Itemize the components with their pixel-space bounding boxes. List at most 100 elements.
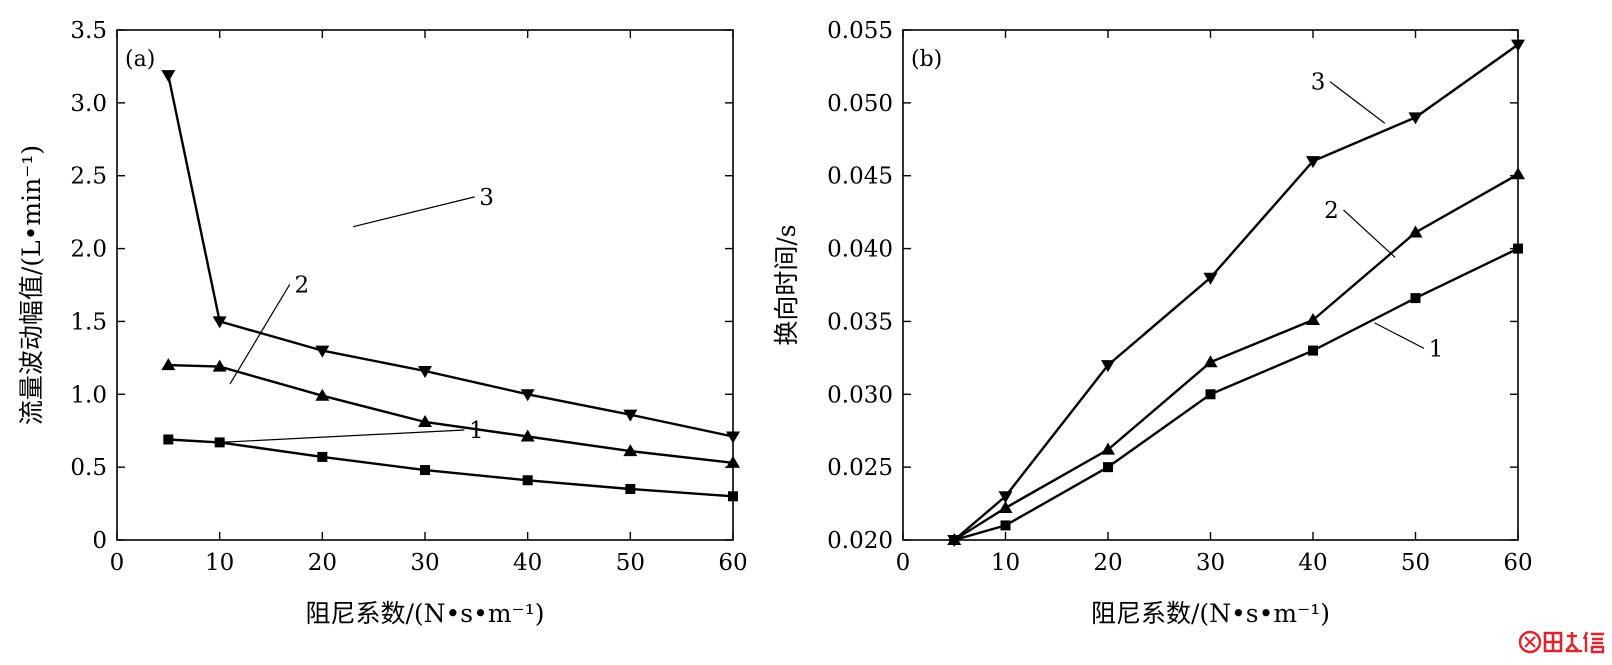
chart1-x-tick-label: 30: [410, 550, 439, 576]
chart2-series-3-point: [1101, 360, 1115, 373]
chart1-y-tick-label: 0.5: [70, 455, 107, 481]
chart1-y-tick-label: 3.0: [70, 91, 107, 117]
chart2-series-2-point: [1408, 225, 1423, 238]
chart2-series-3-point: [1306, 156, 1320, 169]
chart1-x-tick-label: 60: [718, 550, 747, 576]
chart1-series-3-point: [520, 389, 535, 402]
chart1-y-tick-label: 2.5: [70, 164, 107, 190]
chart2-series-1-point: [1513, 243, 1523, 254]
chart1-x-tick-label: 10: [205, 550, 234, 576]
chart1-y-tick-label: 0: [92, 528, 107, 554]
chart1-series-1-point: [728, 491, 738, 502]
chart2-x-tick-label: 0: [896, 550, 911, 576]
chart2-y-axis-title: 换向时间/s: [772, 224, 801, 345]
chart1-panel-label: (a): [125, 47, 155, 72]
chart1-y-tick-label: 3.5: [70, 18, 107, 44]
chart2-y-tick-label: 0.035: [827, 309, 893, 335]
chart2-y-tick-label: 0.050: [827, 91, 893, 117]
chart1-y-tick-label: 2.0: [70, 237, 107, 263]
chart1-series-1: 1: [163, 418, 738, 502]
chart2-series-3-line: [953, 43, 1519, 541]
chart1-series-3-point: [212, 316, 227, 329]
watermark-glyph-3: [1582, 631, 1605, 654]
chart2-series-1: 1: [949, 243, 1523, 545]
watermark-logo: [1518, 630, 1605, 654]
chart1-series-3-leader: [352, 196, 475, 228]
chart1-x-axis-title: 阻尼系数/(N•s•m⁻¹): [305, 599, 544, 628]
chart2-x-tick-label: 30: [1196, 550, 1225, 576]
chart1-y-tick-label: 1.5: [70, 309, 107, 335]
chart2-series-1-point: [1103, 462, 1113, 473]
chart2-series-3-point: [1511, 39, 1525, 52]
chart2-y-tick-label: 0.045: [827, 164, 893, 190]
chart2-series-3-label: 3: [1311, 70, 1326, 96]
chart2-x-tick-label: 50: [1401, 550, 1430, 576]
chart1-series-2-point: [520, 429, 535, 442]
chart2-series-3-point: [947, 535, 962, 547]
chart1-y-axis-title: 流量波动幅值/(L•min⁻¹): [17, 145, 46, 425]
chart2-plot-frame: [902, 29, 1519, 541]
chart1-x-tick-label: 20: [308, 550, 337, 576]
watermark-glyph-1: [1543, 631, 1563, 653]
chart2-x-tick-label: 40: [1298, 550, 1327, 576]
chart2-series-3-leader: [1329, 81, 1386, 124]
chart2-panel-label: (b): [911, 47, 942, 72]
watermark-seal-icon: [1518, 630, 1542, 654]
chart1-series-1-point: [420, 465, 430, 476]
chart2-series-1-point: [1205, 389, 1216, 400]
chart2-y-tick-label: 0.040: [827, 237, 893, 263]
chart2-series-1-label: 1: [1429, 336, 1444, 362]
chart1-series-3-label: 3: [479, 185, 494, 211]
chart1-series-2-point: [418, 414, 432, 427]
watermark-glyph-2: [1565, 632, 1582, 653]
chart1-series-1-point: [163, 434, 174, 445]
chart2-series-2-label: 2: [1324, 198, 1339, 224]
chart1-series-3-line: [167, 74, 734, 438]
chart1-series-1-point: [522, 475, 533, 486]
chart2-x-tick-label: 10: [991, 550, 1020, 576]
chart1-series-3-point: [726, 431, 740, 444]
chart1-x-tick-label: 40: [513, 550, 542, 576]
chart2-y-tick-label: 0.055: [827, 18, 893, 44]
chart2-x-tick-label: 20: [1093, 550, 1122, 576]
chart2-series-2-point: [1306, 312, 1320, 325]
chart2-series-1-point: [1308, 345, 1318, 356]
chart2-series-1-line: [953, 247, 1519, 542]
chart2-y-tick-label: 0.030: [827, 382, 893, 408]
chart1-series-1-line: [168, 438, 734, 498]
chart2-series-2-point: [1203, 355, 1218, 368]
chart1-series-3-point: [315, 345, 330, 358]
chart2-series-2: 2: [947, 167, 1525, 545]
panel-b: 0 10 20 30 40 50 60 0.020 0.025 0.030 0.035 0.040 0.…: [772, 18, 1533, 628]
chart2-series-1-point: [1410, 293, 1421, 304]
chart1-series-2-label: 2: [294, 272, 309, 298]
chart1-series-2-point: [623, 444, 638, 457]
chart2-series-2-point: [1101, 442, 1115, 455]
panel-a: 0 10 20 30 40 50 60 0 0.5 1.0 1.5 2.0 2.5 3.0 3.5 阻尼系数/…: [17, 18, 748, 628]
chart2-series-2-point: [998, 500, 1013, 513]
chart2-series-1-leader: [1374, 322, 1425, 349]
chart1-series-3: 3: [161, 70, 740, 444]
chart1-series-1-leader: [219, 429, 465, 443]
chart1-plot-frame: [116, 29, 734, 541]
chart1-series-3-point: [161, 70, 176, 83]
chart2-series-3-point: [998, 491, 1013, 504]
chart1-series-2-point: [315, 388, 330, 401]
chart1-series-1-label: 1: [469, 418, 484, 444]
chart1-series-2-point: [212, 359, 227, 372]
chart1-series-2-leader: [229, 283, 291, 385]
chart1-series-2-point: [161, 358, 176, 371]
chart1-series-2-point: [726, 455, 740, 468]
chart2-series-1-point: [1000, 520, 1011, 531]
chart1-series-1-point: [317, 451, 328, 462]
chart2-series-3-point: [1203, 272, 1218, 285]
chart2-x-tick-label: 60: [1503, 550, 1532, 576]
chart2-x-axis-title: 阻尼系数/(N•s•m⁻¹): [1091, 599, 1330, 628]
chart2-series-2-leader: [1343, 209, 1396, 258]
chart1-x-tick-label: 50: [616, 550, 645, 576]
chart1-series-1-point: [625, 484, 636, 494]
chart1-series-3-point: [418, 365, 432, 378]
watermark-seal-mark: [1524, 636, 1536, 648]
chart1-x-tick-label: 0: [110, 550, 125, 576]
